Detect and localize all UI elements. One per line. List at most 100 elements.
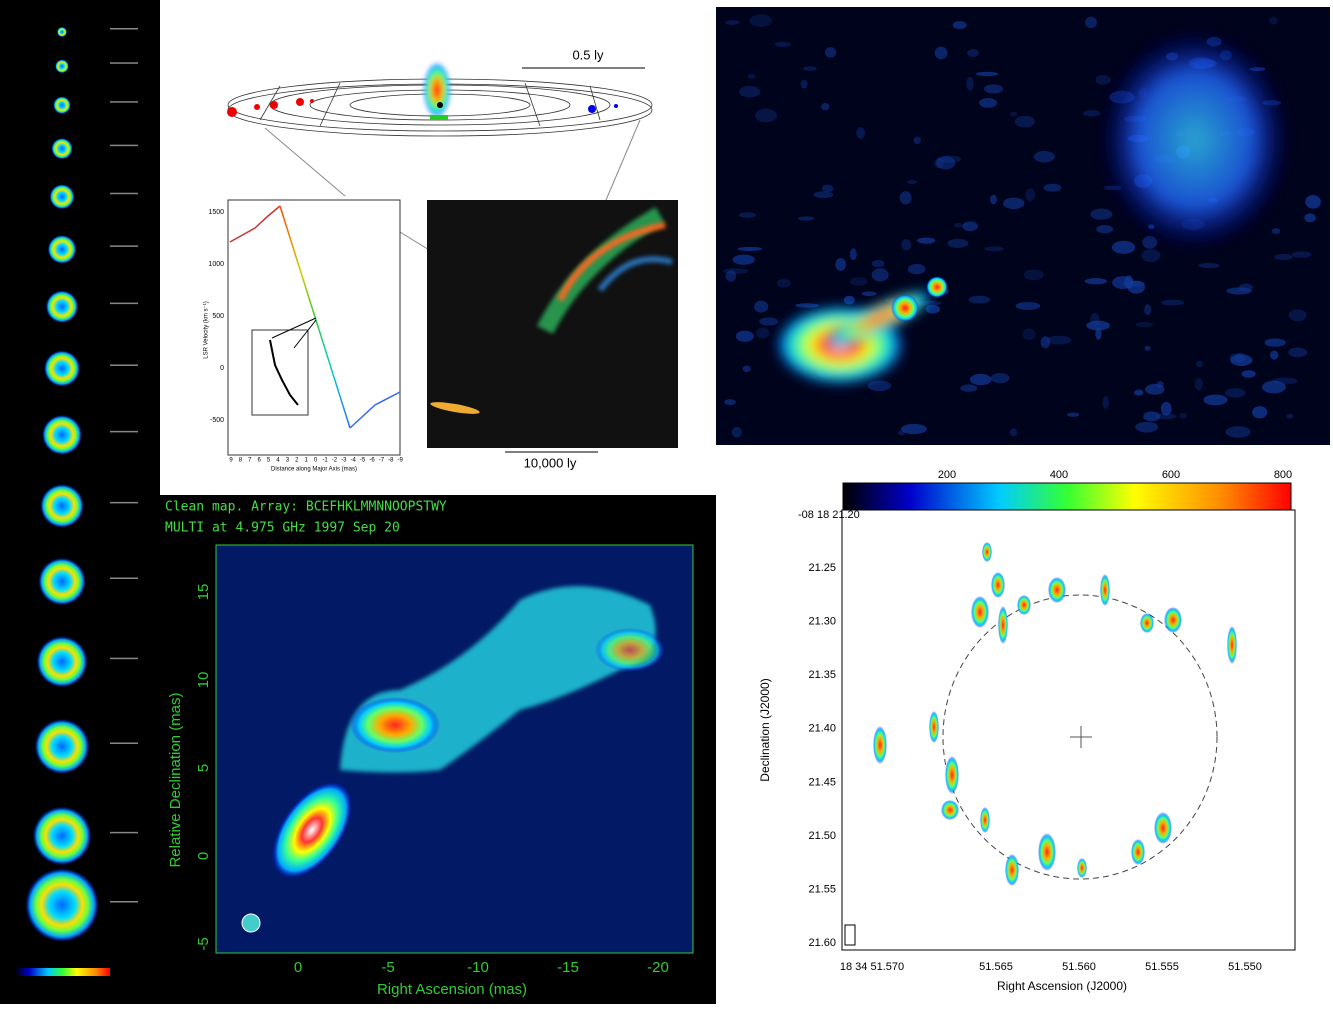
- tick-label: 400: [1050, 469, 1068, 481]
- noise-clump: [1134, 389, 1144, 396]
- tick-label: 5: [267, 458, 271, 464]
- velocity-plot-frame: [227, 199, 401, 456]
- noise-clump: [1142, 236, 1158, 249]
- noise-clump: [1111, 240, 1136, 254]
- lobe: [1100, 30, 1290, 250]
- noise-clump: [990, 194, 997, 205]
- caption-mark: [110, 657, 138, 660]
- caption-mark: [110, 28, 138, 30]
- velocity-curve-blue: [349, 391, 401, 429]
- maser-spot: [980, 807, 990, 833]
- tick-label: 0: [220, 365, 224, 372]
- noise-clump: [1135, 321, 1154, 327]
- colorbar-axis: 200 400 600 800: [938, 469, 1292, 481]
- tick-label: 800: [1274, 469, 1292, 481]
- noise-clump: [947, 238, 969, 248]
- velocity-curve-red: [229, 205, 281, 243]
- maser-spot: [1100, 574, 1110, 606]
- noise-clump: [835, 257, 846, 271]
- tick-label: 51.555: [1145, 961, 1179, 973]
- background-noise: [723, 14, 1321, 438]
- noise-clump: [1124, 275, 1134, 289]
- noise-clump: [975, 71, 999, 77]
- fitted-ring: [942, 594, 1218, 880]
- noise-clump: [967, 49, 980, 57]
- inset-pointer: [271, 317, 317, 349]
- maser-spot: [1048, 577, 1066, 603]
- tick-label: -10: [467, 959, 489, 976]
- jet-knot: [926, 276, 948, 298]
- noise-clump: [871, 259, 885, 268]
- x-axis: 18 34 51.570 51.565 51.560 51.555 51.550: [840, 961, 1262, 973]
- maser-spot: [982, 542, 992, 562]
- maser-spot: [1131, 839, 1145, 865]
- tick-label: -5: [195, 937, 212, 950]
- disk-arc-outer: [597, 256, 673, 292]
- caption-mark: [110, 192, 138, 195]
- maser-spot: [1164, 607, 1182, 633]
- noise-clump: [1272, 377, 1298, 385]
- tick-label: 21.55: [808, 884, 836, 896]
- ring-image: [34, 718, 90, 775]
- tick-label: 0: [314, 458, 318, 464]
- ring-image: [49, 184, 75, 210]
- tick-label: 1000: [208, 261, 224, 268]
- tick-label: -9: [398, 458, 404, 464]
- noise-clump: [900, 423, 927, 435]
- scale-label: 0.5 ly: [572, 47, 604, 62]
- noise-clump: [1085, 16, 1097, 29]
- tick-label: 3: [286, 458, 290, 464]
- maser-spot: [971, 596, 989, 628]
- noise-clump: [966, 76, 974, 91]
- bright-knot: [350, 697, 440, 753]
- noise-clump: [935, 156, 956, 170]
- ring-image: [41, 414, 83, 456]
- noise-clump: [1288, 309, 1307, 322]
- noise-clump: [913, 136, 921, 145]
- noise-clump: [1145, 383, 1165, 395]
- noise-clump: [1023, 269, 1044, 281]
- noise-clump: [1090, 208, 1113, 220]
- noise-clump: [933, 157, 944, 169]
- tick-label: 51.550: [1228, 961, 1262, 973]
- caption-mark: [110, 144, 138, 147]
- noise-clump: [917, 237, 936, 244]
- tick-label: 51.560: [1062, 961, 1096, 973]
- noise-clump: [795, 303, 820, 308]
- tick-label: 1500: [208, 209, 224, 216]
- noise-clump: [821, 102, 830, 111]
- tick-label: 0: [195, 852, 212, 860]
- maser-spot: [941, 800, 959, 820]
- noise-clump: [1144, 304, 1152, 316]
- ring-image: [32, 806, 92, 866]
- tick-label: 600: [1162, 469, 1180, 481]
- tick-label: 500: [212, 313, 224, 320]
- noise-clump: [724, 399, 736, 406]
- noise-clump: [1095, 327, 1102, 340]
- noise-clump: [1086, 320, 1111, 331]
- tick-label: 200: [938, 469, 956, 481]
- noise-clump: [1269, 16, 1278, 25]
- noise-clump: [725, 20, 740, 26]
- y-axis: 1500 1000 500 0 -500: [208, 209, 224, 424]
- noise-clump: [898, 430, 905, 436]
- y-axis-label: Relative Declination (mas): [167, 692, 184, 867]
- noise-clump: [861, 291, 877, 297]
- noise-clump: [983, 84, 1004, 94]
- noise-clump: [962, 221, 979, 232]
- map-subtitle: MULTI at 4.975 GHz 1997 Sep 20: [165, 521, 400, 536]
- tick-label: -5: [360, 458, 366, 464]
- tick-label: 9: [229, 458, 233, 464]
- maser-spot: [991, 572, 1005, 598]
- noise-clump: [907, 179, 917, 185]
- noise-clump: [1141, 249, 1161, 263]
- maser-spot: [1038, 833, 1056, 871]
- y-axis-label: Declination (J2000): [758, 678, 772, 781]
- noise-clump: [1143, 411, 1161, 422]
- noise-clump: [867, 380, 892, 392]
- noise-clump: [742, 365, 751, 373]
- tick-label: 51.565: [979, 961, 1013, 973]
- maser-spot: [1140, 613, 1154, 633]
